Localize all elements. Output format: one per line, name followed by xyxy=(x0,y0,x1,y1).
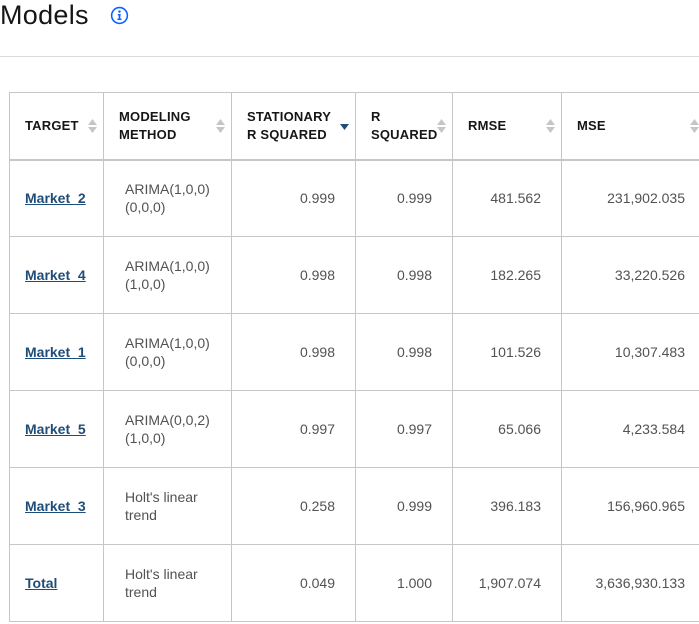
target-cell: Market_2 xyxy=(9,159,104,237)
column-header-modeling-method[interactable]: MODELING METHOD xyxy=(103,92,232,161)
column-header-label: R SQUARED xyxy=(371,108,438,142)
table-row: Market_2 ARIMA(1,0,0) (0,0,0) 0.999 0.999 481… xyxy=(9,159,699,237)
target-link[interactable]: Market_5 xyxy=(25,421,86,437)
target-link[interactable]: Market_1 xyxy=(25,344,86,360)
target-cell: Market_3 xyxy=(9,467,104,545)
sort-unsorted-icon[interactable] xyxy=(88,117,97,135)
modeling-method-cell: ARIMA(1,0,0) (0,0,0) xyxy=(103,313,232,391)
target-link[interactable]: Market_2 xyxy=(25,190,86,207)
rmse-cell: 65.066 xyxy=(452,390,562,468)
mse-cell: 156,960.965 xyxy=(561,467,699,545)
sort-unsorted-icon[interactable] xyxy=(690,117,699,135)
target-link[interactable]: Total xyxy=(25,575,58,591)
r-squared-cell: 0.998 xyxy=(355,236,453,314)
mse-cell: 3,636,930.133 xyxy=(561,544,699,622)
r-squared-cell: 0.998 xyxy=(355,313,453,391)
mse-cell: 231,902.035 xyxy=(561,159,699,237)
info-circle-icon[interactable] xyxy=(110,6,129,25)
models-table-container: TARGET MODELING METHOD STATIONARY R SQUARED R… xyxy=(9,92,699,624)
rmse-cell: 101.526 xyxy=(452,313,562,391)
column-header-target[interactable]: TARGET xyxy=(9,92,104,161)
r-squared-cell: 1.000 xyxy=(355,544,453,622)
stationary-r-squared-cell: 0.049 xyxy=(231,544,356,622)
sort-descending-icon[interactable] xyxy=(340,117,349,135)
sort-unsorted-icon[interactable] xyxy=(546,117,555,135)
table-row: Total Holt's linear trend 0.049 1.000 1,907.0… xyxy=(9,544,699,622)
mse-cell: 10,307.483 xyxy=(561,313,699,391)
target-cell: Total xyxy=(9,544,104,622)
column-header-label: MSE xyxy=(577,117,606,133)
rmse-cell: 396.183 xyxy=(452,467,562,545)
rmse-cell: 1,907.074 xyxy=(452,544,562,622)
column-header-label: RMSE xyxy=(468,117,507,133)
sort-unsorted-icon[interactable] xyxy=(216,117,225,135)
table-row: Market_1 ARIMA(1,0,0) (0,0,0) 0.998 0.998 101… xyxy=(9,313,699,391)
column-header-stationary-r-squared[interactable]: STATIONARY R SQUARED xyxy=(231,92,356,161)
page-title: Models xyxy=(0,0,89,30)
table-row: Market_4 ARIMA(1,0,0) (1,0,0) 0.998 0.998 182… xyxy=(9,236,699,314)
table-row: Market_5 ARIMA(0,0,2) (1,0,0) 0.997 0.997 65.… xyxy=(9,390,699,468)
table-row: Market_3 Holt's linear trend 0.258 0.999 396.… xyxy=(9,467,699,545)
column-header-label: TARGET xyxy=(25,117,79,133)
stationary-r-squared-cell: 0.997 xyxy=(231,390,356,468)
sort-unsorted-icon[interactable] xyxy=(437,117,446,135)
r-squared-cell: 0.999 xyxy=(355,159,453,237)
mse-cell: 4,233.584 xyxy=(561,390,699,468)
page-header: Models xyxy=(0,0,699,57)
target-link[interactable]: Market_4 xyxy=(25,267,86,283)
target-cell: Market_5 xyxy=(9,390,104,468)
modeling-method-cell: Holt's linear trend xyxy=(103,544,232,622)
table-body: Market_2 ARIMA(1,0,0) (0,0,0) 0.999 0.999 481… xyxy=(9,159,699,622)
target-cell: Market_1 xyxy=(9,313,104,391)
column-header-label: STATIONARY R SQUARED xyxy=(247,108,332,142)
rmse-cell: 182.265 xyxy=(452,236,562,314)
r-squared-cell: 0.997 xyxy=(355,390,453,468)
modeling-method-cell: ARIMA(0,0,2) (1,0,0) xyxy=(103,390,232,468)
column-header-rmse[interactable]: RMSE xyxy=(452,92,562,161)
column-header-r-squared[interactable]: R SQUARED xyxy=(355,92,453,161)
rmse-cell: 481.562 xyxy=(452,159,562,237)
target-cell: Market_4 xyxy=(9,236,104,314)
column-header-mse[interactable]: MSE xyxy=(561,92,699,161)
table-header-row: TARGET MODELING METHOD STATIONARY R SQUARED R… xyxy=(9,92,699,161)
column-header-label: MODELING METHOD xyxy=(119,108,191,142)
models-table: TARGET MODELING METHOD STATIONARY R SQUARED R… xyxy=(9,92,699,622)
stationary-r-squared-cell: 0.998 xyxy=(231,313,356,391)
stationary-r-squared-cell: 0.998 xyxy=(231,236,356,314)
stationary-r-squared-cell: 0.999 xyxy=(231,159,356,237)
mse-cell: 33,220.526 xyxy=(561,236,699,314)
modeling-method-cell: ARIMA(1,0,0) (0,0,0) xyxy=(103,159,232,237)
target-link[interactable]: Market_3 xyxy=(25,498,86,514)
modeling-method-cell: Holt's linear trend xyxy=(103,467,232,545)
modeling-method-cell: ARIMA(1,0,0) (1,0,0) xyxy=(103,236,232,314)
r-squared-cell: 0.999 xyxy=(355,467,453,545)
stationary-r-squared-cell: 0.258 xyxy=(231,467,356,545)
